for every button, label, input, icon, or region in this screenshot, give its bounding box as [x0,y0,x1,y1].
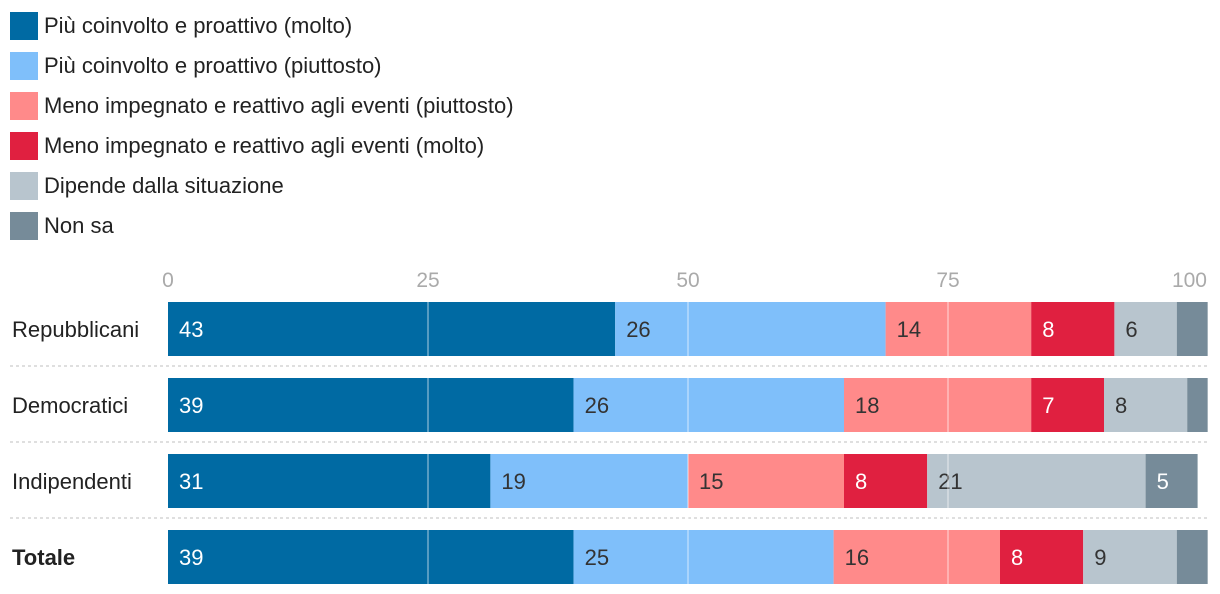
category-label: Repubblicani [12,317,139,342]
legend-swatch [10,132,38,160]
bar-segment [1031,302,1115,356]
bar-segment [490,454,688,508]
legend-swatch [10,212,38,240]
bar-segment [1187,378,1208,432]
bar-segment [833,530,1000,584]
x-tick-label: 50 [676,269,699,292]
legend-label: Più coinvolto e proattivo (molto) [44,13,353,38]
bar-value-label: 16 [845,545,869,570]
bar-value-label: 14 [897,317,921,342]
bar-segment [168,454,491,508]
category-label: Indipendenti [12,469,132,494]
bar-segment [1176,530,1208,584]
legend-label: Dipende dalla situazione [44,173,284,198]
bar-segment [885,302,1032,356]
bar-value-label: 26 [626,317,650,342]
legend-label: Più coinvolto e proattivo (piuttosto) [44,53,382,78]
x-tick-label: 25 [416,269,439,292]
bar-value-label: 21 [938,469,962,494]
bar-segment [1083,530,1177,584]
bar-segment [844,454,928,508]
bar-value-label: 8 [1042,317,1054,342]
legend-item: Dipende dalla situazione [10,166,514,206]
bar-value-label: 5 [1157,469,1169,494]
bar-segment [844,378,1032,432]
bar-segment [1104,378,1188,432]
bar-segment [573,378,844,432]
bar-value-label: 8 [1011,545,1023,570]
legend-label: Non sa [44,213,114,238]
bar-segment [1031,378,1104,432]
legend-item: Meno impegnato e reattivo agli eventi (p… [10,86,514,126]
bar-segment [168,530,574,584]
bar-value-label: 18 [855,393,879,418]
legend-item: Non sa [10,206,514,246]
bar-segment [168,302,616,356]
bar-segment [1114,302,1177,356]
bar-segment [1000,530,1084,584]
legend-swatch [10,12,38,40]
legend-swatch [10,172,38,200]
bar-value-label: 43 [179,317,203,342]
x-tick-label: 0 [162,269,174,292]
category-label: Totale [12,545,75,570]
legend-swatch [10,92,38,120]
bar-value-label: 9 [1094,545,1106,570]
bar-value-label: 39 [179,393,203,418]
bar-segment [615,302,886,356]
bar-segment [1145,454,1198,508]
chart-legend: Più coinvolto e proattivo (molto) Più coi… [10,6,514,246]
legend-item: Meno impegnato e reattivo agli eventi (m… [10,126,514,166]
bar-value-label: 31 [179,469,203,494]
bar-segment [688,454,844,508]
x-tick-label: 75 [936,269,959,292]
bar-segment [573,530,834,584]
bar-value-label: 7 [1042,393,1054,418]
bar-value-label: 19 [501,469,525,494]
bar-value-label: 25 [585,545,609,570]
legend-item: Più coinvolto e proattivo (piuttosto) [10,46,514,86]
bar-segment [927,454,1146,508]
legend-label: Meno impegnato e reattivo agli eventi (m… [44,133,485,158]
legend-item: Più coinvolto e proattivo (molto) [10,6,514,46]
category-label: Democratici [12,393,128,418]
bar-value-label: 6 [1125,317,1137,342]
bar-value-label: 8 [855,469,867,494]
bar-value-label: 8 [1115,393,1127,418]
bar-segment [1176,302,1208,356]
bar-value-label: 39 [179,545,203,570]
bar-value-label: 15 [699,469,723,494]
legend-swatch [10,52,38,80]
bar-value-label: 26 [585,393,609,418]
legend-label: Meno impegnato e reattivo agli eventi (p… [44,93,514,118]
x-tick-label: 100 [1172,269,1207,292]
bar-segment [168,378,574,432]
